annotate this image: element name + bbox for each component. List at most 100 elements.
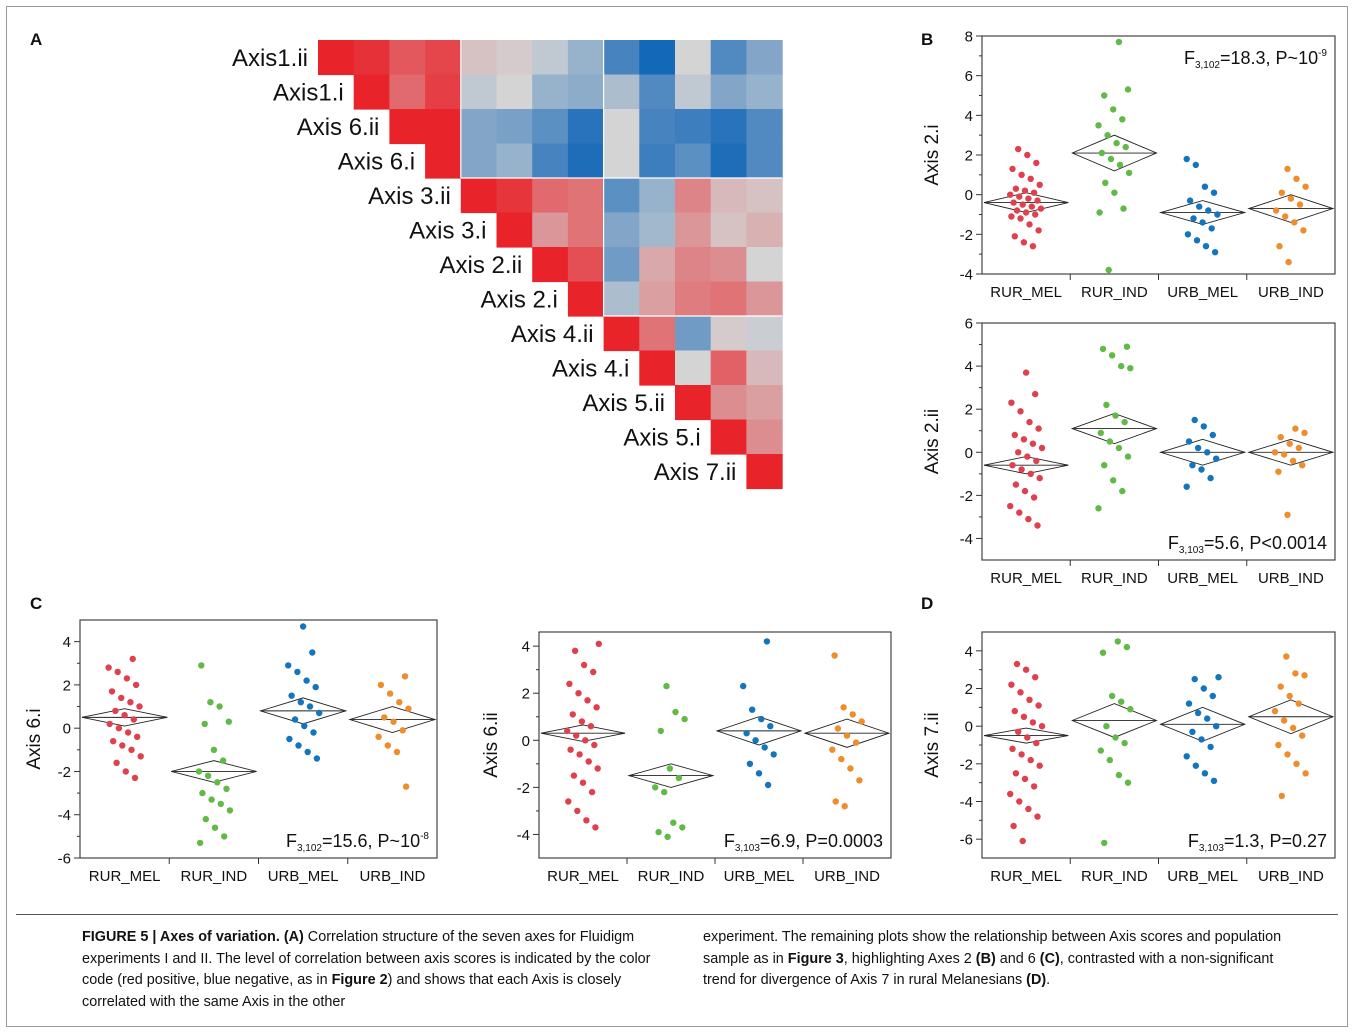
y-axis-label: Axis 6.ii: [481, 712, 502, 777]
data-point: [1106, 756, 1114, 764]
data-point: [1292, 425, 1299, 432]
data-point: [1122, 143, 1129, 151]
data-point: [1124, 779, 1132, 786]
data-point: [1184, 231, 1192, 238]
data-point: [1299, 462, 1306, 469]
data-point: [663, 682, 670, 690]
heatmap-cell: [746, 281, 783, 317]
data-point: [1278, 792, 1286, 800]
data-point: [1209, 692, 1217, 700]
heatmap-row-label: Axis 6.i: [338, 148, 415, 175]
data-point: [1208, 225, 1215, 232]
data-point: [286, 735, 293, 743]
caption-bold: (D): [1026, 972, 1047, 988]
heatmap-cell: [567, 74, 605, 110]
data-point: [1007, 191, 1014, 198]
caption-text: .: [1046, 972, 1051, 988]
heatmap-cell: [460, 40, 498, 76]
data-point: [595, 640, 602, 647]
data-point: [204, 772, 212, 779]
data-point: [1114, 638, 1122, 645]
x-tick-label: RUR_MEL: [89, 868, 161, 885]
data-point: [1015, 728, 1022, 735]
data-point: [1024, 453, 1031, 460]
heatmap-cell: [532, 212, 569, 248]
heatmap-row-label: Axis 6.ii: [297, 114, 380, 141]
stat-f: F: [724, 831, 735, 851]
data-point: [675, 774, 683, 782]
heatmap-cell: [603, 74, 640, 110]
heatmap-cell: [639, 143, 676, 179]
data-point: [843, 732, 851, 739]
data-point: [1207, 474, 1214, 482]
y-axis-label: Axis 6.i: [24, 708, 45, 769]
heatmap-cell: [746, 40, 783, 76]
y-tick-label: 0: [522, 733, 530, 750]
data-point: [1214, 211, 1221, 218]
data-point: [219, 757, 227, 764]
x-tick-label: RUR_IND: [181, 868, 248, 885]
heatmap-cell: [710, 143, 747, 179]
data-point: [130, 716, 137, 723]
heatmap-cell: [710, 109, 747, 145]
data-point: [119, 742, 126, 749]
data-point: [1026, 696, 1033, 703]
stat-value: =6.9, P=0.0003: [760, 831, 883, 851]
caption-bold: Figure 3: [787, 950, 844, 967]
y-tick-label: 0: [965, 445, 973, 462]
plot-frame: [79, 619, 438, 859]
data-point: [217, 800, 224, 808]
y-tick-label: 0: [63, 721, 71, 738]
data-point: [591, 741, 598, 749]
data-point: [134, 733, 141, 740]
heatmap-cell: [639, 281, 676, 317]
stat-f: F: [286, 831, 297, 851]
heatmap-cell: [425, 143, 462, 179]
heatmap-row-label: Axis 5.i: [623, 424, 700, 451]
data-point: [1201, 183, 1209, 190]
data-point: [594, 765, 601, 772]
data-point: [1010, 199, 1017, 206]
data-point: [1193, 237, 1201, 244]
data-point: [121, 712, 128, 719]
data-point: [1194, 709, 1202, 717]
data-point: [1019, 201, 1026, 208]
data-point: [574, 807, 581, 815]
x-tick-label: URB_MEL: [1167, 570, 1238, 587]
data-point: [1106, 438, 1114, 445]
data-point: [1215, 674, 1222, 681]
data-point: [1115, 771, 1123, 779]
data-point: [1028, 203, 1036, 210]
data-point: [1201, 770, 1209, 777]
data-point: [1030, 783, 1038, 790]
data-point: [1009, 165, 1016, 173]
data-point: [1123, 343, 1131, 350]
data-point: [1008, 681, 1015, 688]
heatmap-cell: [675, 212, 712, 248]
data-point: [746, 760, 754, 767]
data-point: [1038, 723, 1046, 730]
y-tick-label: 6: [965, 68, 973, 85]
stat-exponent: -9: [1318, 48, 1327, 59]
data-point: [1095, 505, 1102, 512]
data-point: [858, 718, 865, 725]
data-point: [847, 765, 854, 772]
data-point: [567, 746, 574, 753]
data-point: [211, 824, 219, 831]
data-point: [1035, 227, 1042, 234]
data-point: [1099, 649, 1107, 656]
data-point: [579, 779, 587, 786]
caption-left: FIGURE 5 | Axes of variation. (A) Correl…: [82, 927, 652, 1013]
stat-f: F: [1168, 533, 1179, 553]
data-point: [381, 714, 388, 721]
y-tick-label: 4: [965, 108, 973, 125]
data-point: [399, 727, 406, 734]
data-point: [1200, 423, 1208, 430]
data-point: [1030, 189, 1038, 196]
data-point: [752, 737, 759, 744]
data-point: [118, 694, 125, 702]
heatmap-cell: [675, 316, 712, 352]
caption-bold: Figure 2: [331, 972, 388, 988]
data-point: [386, 690, 394, 697]
data-point: [758, 715, 765, 723]
